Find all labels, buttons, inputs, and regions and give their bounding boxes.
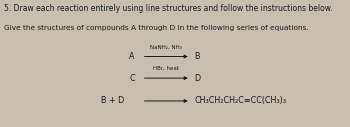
Text: Give the structures of compounds A through D in the following series of equation: Give the structures of compounds A throu… [4,25,308,31]
Text: NaNH₂, NH₃: NaNH₂, NH₃ [150,45,182,50]
Text: 5. Draw each reaction entirely using line structures and follow the instructions: 5. Draw each reaction entirely using lin… [4,4,332,13]
Text: C: C [129,74,135,83]
Text: CH₃CH₂CH₂C≡CC(CH₃)₃: CH₃CH₂CH₂C≡CC(CH₃)₃ [194,97,286,105]
Text: B: B [194,52,200,61]
Text: B + D: B + D [101,97,124,105]
Text: HBr, heat: HBr, heat [153,66,179,71]
Text: D: D [194,74,201,83]
Text: A: A [129,52,135,61]
